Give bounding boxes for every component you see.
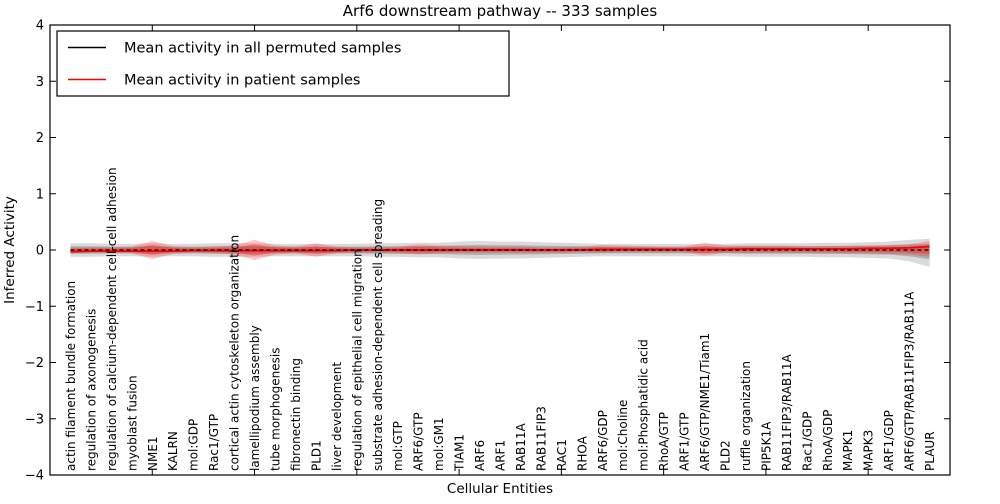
x-category-label: RhoA/GDP [821, 410, 835, 471]
x-category-label: PLD2 [719, 440, 733, 471]
y-tick-label: −4 [25, 469, 44, 484]
x-category-label: Rac1/GDP [800, 412, 814, 471]
x-category-label: PLAUR [923, 431, 937, 471]
legend-label-permuted: Mean activity in all permuted samples [124, 41, 401, 57]
x-category-label: actin filament bundle formation [64, 281, 78, 471]
chart-title: Arf6 downstream pathway -- 333 samples [343, 2, 658, 20]
x-category-label: RAC1 [555, 439, 569, 471]
x-category-labels: actin filament bundle formation regulatio… [64, 167, 937, 472]
x-category-label: RAB11FIP3 [534, 406, 548, 471]
x-axis-label: Cellular Entities [447, 481, 553, 497]
y-tick-label: −2 [25, 356, 44, 371]
x-category-label: mol:GM1 [432, 417, 446, 471]
tick-layer [49, 24, 950, 476]
x-category-label: ARF6 [473, 440, 487, 471]
x-category-label: KALRN [166, 431, 180, 471]
y-tick-label: 1 [36, 187, 44, 202]
x-category-label: mol:GTP [391, 421, 405, 471]
x-category-label: MAPK1 [841, 430, 855, 471]
x-category-label: regulation of calcium-dependent cell-cel… [105, 167, 119, 471]
x-category-label: mol:Phosphatidic acid [637, 339, 651, 471]
band-layer [70, 238, 930, 267]
legend-box [56, 30, 510, 97]
x-category-label: PLD1 [309, 440, 323, 471]
x-category-label: PIP5K1A [759, 421, 773, 471]
x-category-label: ARF6/GTP [412, 412, 426, 471]
x-category-label: tube morphogenesis [269, 348, 283, 471]
x-category-label: substrate adhesion-dependent cell spread… [371, 199, 385, 471]
x-category-label: MAPK3 [862, 430, 876, 471]
x-category-label: RAB11A [514, 422, 528, 471]
y-tick-labels: 4 3 2 1 0 −1 −2 −3 −4 [25, 19, 44, 484]
y-tick-label: −3 [25, 412, 44, 427]
x-category-label: ARF6/GTP/NME1/Tiam1 [698, 333, 712, 471]
x-category-label: RAB11FIP3/RAB11A [780, 354, 794, 471]
x-category-label: ARF1/GTP [678, 412, 692, 471]
x-category-label: fibronectin binding [289, 358, 303, 471]
x-category-label: mol:GDP [187, 419, 201, 471]
legend-label-patient: Mean activity in patient samples [124, 73, 360, 89]
y-tick-label: −1 [25, 300, 44, 315]
x-category-label: liver development [330, 362, 344, 471]
x-category-label: ARF1/GDP [882, 410, 896, 471]
x-category-label: regulation of axonogenesis [84, 309, 98, 471]
x-category-label: Rac1/GTP [207, 414, 221, 471]
y-tick-label: 2 [36, 131, 44, 146]
x-category-label: TIAM1 [453, 434, 467, 472]
y-tick-label: 0 [36, 244, 44, 259]
y-tick-label: 4 [36, 19, 44, 34]
x-category-label: ARF6/GTP/RAB11FIP3/RAB11A [903, 291, 917, 471]
x-category-label: mol:Choline [616, 400, 630, 471]
x-category-label: ARF6/GDP [596, 410, 610, 471]
x-category-label: regulation of epithelial cell migration [350, 249, 364, 471]
y-tick-label: 3 [36, 75, 44, 90]
line-layer [70, 245, 930, 253]
x-category-label: ARF1 [494, 440, 508, 471]
y-axis-label: Inferred Activity [2, 196, 18, 304]
x-category-label: lamellipodium assembly [248, 325, 262, 471]
permuted-samples-range-band [70, 238, 930, 267]
x-category-label: cortical actin cytoskeleton organization [228, 235, 242, 471]
x-category-label: RHOA [575, 435, 589, 471]
x-category-label: NME1 [146, 436, 160, 471]
permuted-samples-range-band-inner [70, 243, 930, 260]
x-category-label: RhoA/GTP [657, 412, 671, 471]
legend: Mean activity in all permuted samples Me… [56, 30, 510, 97]
x-category-label: ruffle organization [739, 361, 753, 471]
x-category-label: myoblast fusion [125, 375, 139, 471]
